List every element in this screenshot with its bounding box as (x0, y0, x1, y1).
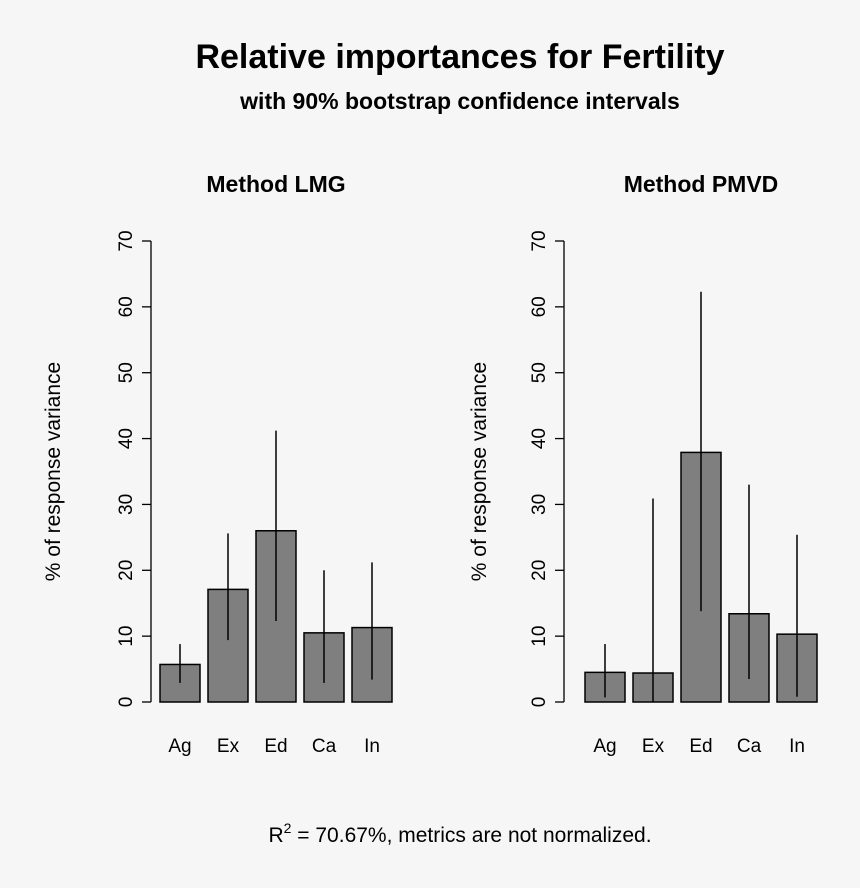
panel-pmvd: Method PMVD % of response variance 0 10 20 30… (468, 171, 818, 757)
y-tick-label: 60 (116, 296, 137, 317)
y-tick-label: 10 (529, 626, 550, 647)
y-tick-label: 70 (529, 230, 550, 251)
x-category-label: Ed (264, 736, 287, 757)
chart-title: Relative importances for Fertility (195, 38, 724, 76)
y-tick-label: 60 (529, 296, 550, 317)
y-tick-label: 0 (116, 697, 137, 708)
r-squared-symbol: R (268, 824, 283, 847)
y-axis-label: % of response variance (42, 362, 65, 581)
panel-title: Method LMG (206, 171, 345, 197)
y-tick-label: 10 (116, 626, 137, 647)
y-axis-label: % of response variance (468, 362, 491, 581)
footer-text: = 70.67%, metrics are not normalized. (291, 824, 651, 847)
y-tick-label: 20 (529, 560, 550, 581)
y-tick-label: 40 (529, 428, 550, 449)
r-squared-exponent: 2 (284, 820, 292, 836)
y-tick-label: 40 (116, 428, 137, 449)
y-tick-label: 20 (116, 560, 137, 581)
x-category-label: Ex (642, 736, 665, 757)
y-tick-label: 50 (529, 362, 550, 383)
x-category-label: Ag (593, 736, 616, 757)
panel-title: Method PMVD (624, 171, 779, 197)
x-category-label: In (364, 736, 380, 757)
x-category-label: In (789, 736, 805, 757)
x-category-label: Ca (737, 736, 762, 757)
footer-note: R2 = 70.67%, metrics are not normalized. (268, 820, 651, 847)
y-tick-label: 0 (529, 697, 550, 708)
y-tick-label: 30 (116, 494, 137, 515)
y-tick-label: 30 (529, 494, 550, 515)
x-category-label: Ca (312, 736, 337, 757)
x-category-label: Ed (689, 736, 712, 757)
y-tick-label: 70 (116, 230, 137, 251)
chart-subtitle: with 90% bootstrap confidence intervals (239, 88, 680, 114)
panel-lmg: Method LMG % of response variance 0 10 20 30 4… (42, 171, 393, 757)
x-category-label: Ag (168, 736, 191, 757)
y-tick-label: 50 (116, 362, 137, 383)
x-category-label: Ex (217, 736, 240, 757)
